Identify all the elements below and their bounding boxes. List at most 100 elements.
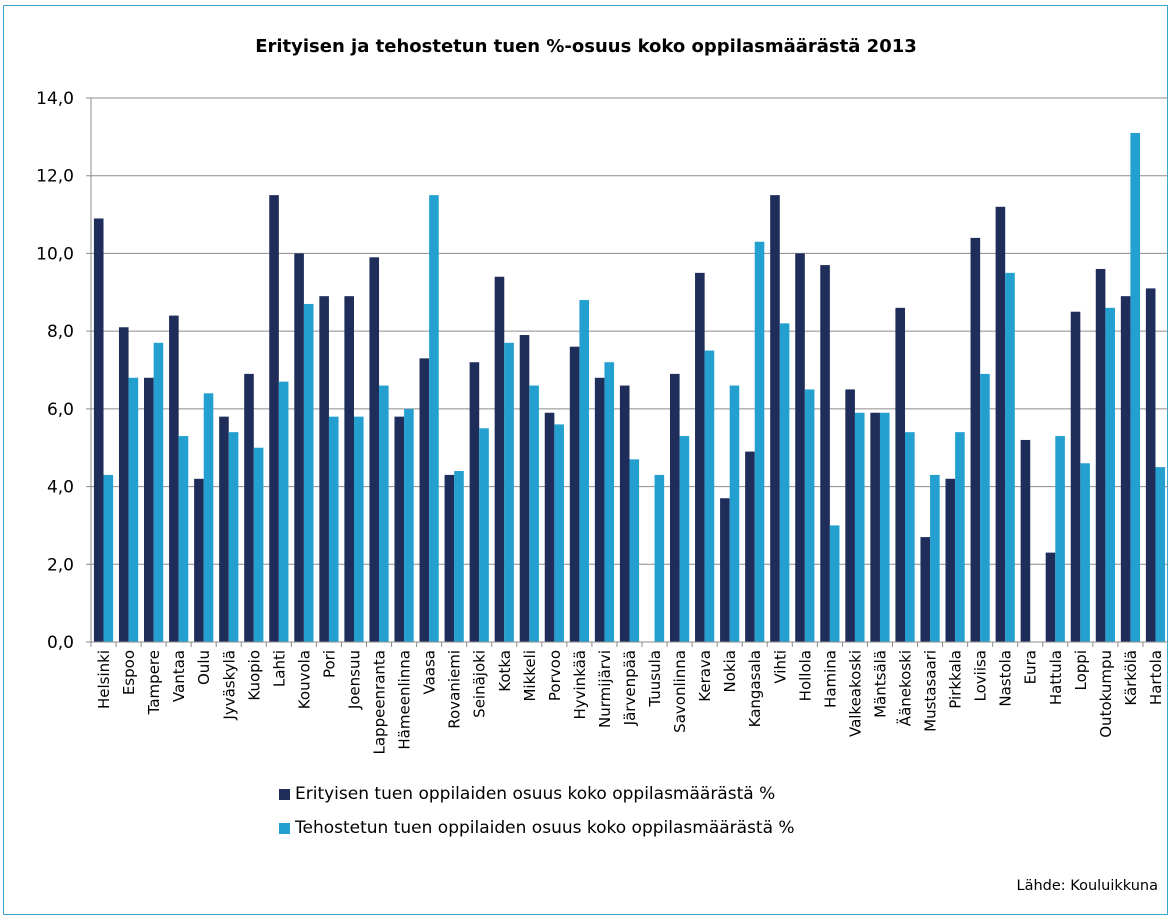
bar-tehostettu	[454, 471, 464, 642]
bar-tehostettu	[679, 436, 690, 642]
bar-tehostettu	[1105, 307, 1115, 642]
bar-tehostettu	[178, 436, 189, 642]
bar-erityinen	[394, 416, 405, 642]
bar-erityinen	[669, 373, 680, 642]
x-tick-label: Kärkölä	[1122, 650, 1140, 706]
bar-tehostettu	[604, 362, 615, 642]
y-tick-label: 10,0	[36, 244, 74, 264]
x-tick-label: Oulu	[195, 650, 213, 685]
bar-erityinen	[494, 276, 505, 642]
bar-tehostettu	[854, 412, 865, 642]
x-tick-label: Tampere	[145, 650, 163, 715]
x-tick-label: Loviisa	[972, 650, 990, 702]
bar-erityinen	[770, 195, 780, 642]
bar-tehostettu	[754, 241, 765, 642]
bar-tehostettu	[654, 474, 665, 642]
bar-tehostettu	[303, 303, 314, 642]
x-tick-label: Rovaniemi	[446, 650, 464, 729]
bar-erityinen	[594, 377, 605, 642]
bar-tehostettu	[504, 342, 514, 642]
legend-item-series-1: Erityisen tuen oppilaiden osuus koko opp…	[279, 784, 775, 804]
x-tick-label: Mikkeli	[521, 650, 539, 702]
x-tick-label: Valkeakoski	[846, 650, 864, 737]
bar-tehostettu	[629, 459, 640, 642]
x-tick-label: Espoo	[120, 650, 138, 695]
bar-tehostettu	[554, 424, 564, 642]
y-tick-label: 14,0	[36, 89, 74, 109]
bar-tehostettu	[253, 447, 264, 642]
bar-tehostettu	[1130, 132, 1141, 642]
x-axis: Helsinki Espoo Tampere Vantaa Oulu Jyväskylä K…	[90, 641, 1168, 755]
bar-tehostettu	[1080, 463, 1090, 642]
bar-tehostettu	[879, 412, 890, 642]
bar-erityinen	[169, 315, 179, 642]
x-tick-label: Outokumpu	[1097, 650, 1115, 738]
bar-erityinen	[1045, 552, 1056, 642]
bar-tehostettu	[479, 428, 489, 642]
x-tick-label: Loppi	[1072, 650, 1090, 690]
bar-tehostettu	[404, 408, 414, 642]
bar-tehostettu	[228, 432, 239, 642]
source-note: Lähde: Kouluikkuna	[1016, 878, 1158, 894]
bar-erityinen	[1070, 311, 1081, 642]
bar-erityinen	[519, 335, 530, 642]
bar-erityinen	[319, 296, 329, 642]
bar-tehostettu	[429, 195, 439, 642]
bar-erityinen	[695, 272, 705, 642]
x-tick-label: Järvenpää	[621, 650, 639, 726]
x-tick-label: Kangasala	[746, 650, 764, 727]
bar-erityinen	[895, 307, 906, 642]
x-tick-label: Lappeenranta	[371, 650, 389, 755]
bar-erityinen	[795, 253, 805, 642]
bar-erityinen	[970, 237, 981, 642]
bar-erityinen	[544, 412, 555, 642]
bar-tehostettu	[1155, 467, 1166, 642]
x-tick-label: Hattula	[1047, 650, 1065, 705]
x-tick-label: Kerava	[696, 650, 714, 702]
bar-erityinen	[269, 195, 279, 642]
bar-tehostettu	[930, 474, 940, 642]
x-tick-label: Hartola	[1147, 650, 1165, 705]
x-tick-label: Nastola	[997, 650, 1015, 707]
chart-title: Erityisen ja tehostetun tuen %-osuus kok…	[255, 36, 917, 57]
x-tick-label: Hyvinkää	[571, 650, 589, 720]
bar-erityinen	[344, 296, 354, 642]
bars	[93, 132, 1166, 643]
y-tick-label: 0,0	[47, 633, 74, 653]
legend-label: Erityisen tuen oppilaiden osuus koko opp…	[295, 784, 776, 804]
bar-tehostettu	[829, 525, 840, 642]
bar-tehostettu	[704, 350, 715, 642]
x-tick-label: Joensuu	[345, 650, 363, 710]
bar-erityinen	[419, 358, 430, 642]
x-tick-label: Pirkkala	[947, 650, 965, 709]
x-tick-label: Seinäjoki	[471, 650, 489, 718]
bar-erityinen	[244, 373, 254, 642]
x-tick-label: Porvoo	[546, 650, 564, 701]
bar-erityinen	[93, 218, 104, 642]
x-tick-label: Äänekoski	[896, 650, 915, 726]
bar-tehostettu	[955, 432, 965, 642]
bar-erityinen	[569, 346, 580, 642]
y-tick-label: 2,0	[47, 555, 74, 575]
x-tick-label: Savonlinna	[671, 650, 689, 733]
x-tick-label: Hollola	[796, 650, 814, 701]
x-tick-label: Lahti	[270, 650, 288, 687]
bar-tehostettu	[328, 416, 339, 642]
x-tick-label: Hamina	[821, 650, 839, 708]
bar-erityinen	[469, 362, 480, 642]
legend-item-series-2: Tehostetun tuen oppilaiden osuus koko op…	[279, 818, 795, 838]
y-tick-label: 4,0	[47, 478, 74, 498]
bar-erityinen	[745, 451, 755, 642]
x-tick-label: Helsinki	[95, 650, 113, 709]
x-tick-label: Kuopio	[245, 650, 263, 701]
bar-tehostettu	[203, 393, 214, 642]
legend-label: Tehostetun tuen oppilaiden osuus koko op…	[295, 818, 795, 838]
bar-tehostettu	[353, 416, 364, 642]
bar-tehostettu	[729, 385, 740, 642]
x-tick-label: Nurmijärvi	[596, 650, 614, 728]
bar-erityinen	[1145, 288, 1156, 642]
legend-swatch	[279, 822, 290, 834]
bar-erityinen	[995, 206, 1006, 643]
y-axis: 0,0 2,0 4,0 6,0 8,0 10,0 12,0 14,0	[36, 89, 92, 653]
x-tick-label: Kotka	[496, 650, 514, 692]
